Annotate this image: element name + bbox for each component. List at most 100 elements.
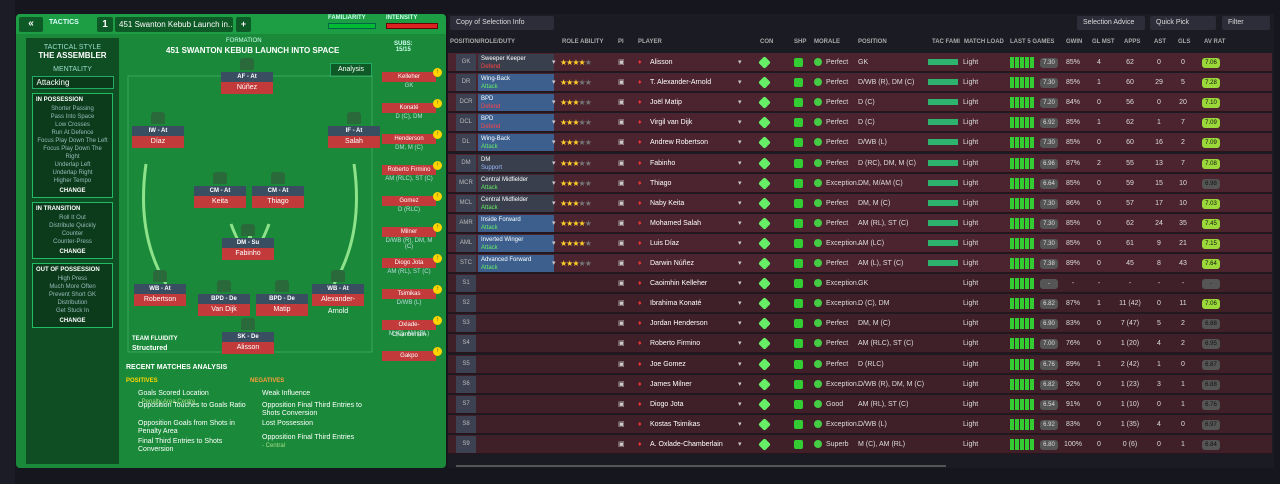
player-name[interactable]: T. Alexander-Arnold — [650, 79, 712, 87]
column-header[interactable]: GLS — [1178, 39, 1191, 45]
player-row[interactable]: STC Advanced Forward Attack ★★★★★ ▾ ▣ ♦ Darwin … — [448, 254, 1272, 273]
pitch-player-tile[interactable]: SK - De Alisson — [222, 332, 274, 356]
player-name[interactable]: A. Oxlade-Chamberlain — [650, 440, 723, 448]
player-role[interactable]: IW - At — [132, 126, 184, 136]
sub-name[interactable]: Oxlade-Chamberlain — [382, 320, 436, 338]
chevron-down-icon[interactable]: ▾ — [738, 139, 742, 147]
chevron-down-icon[interactable]: ▾ — [738, 119, 742, 127]
player-role[interactable]: CM - At — [194, 186, 246, 196]
chevron-down-icon[interactable]: ▾ — [738, 219, 742, 227]
player-instructions-icon[interactable]: ▣ — [618, 420, 625, 428]
sub-name[interactable]: Tsimikas — [382, 289, 436, 299]
player-name[interactable]: Caoimhin Kelleher — [650, 280, 708, 288]
chevron-down-icon[interactable]: ▾ — [552, 79, 556, 87]
formation-name[interactable]: 451 SWANTON KEBUB LAUNCH INTO SPACE — [166, 46, 340, 55]
player-instructions-icon[interactable]: ▣ — [618, 400, 625, 408]
chevron-down-icon[interactable]: ▾ — [738, 159, 742, 167]
collapse-button[interactable]: « — [19, 17, 43, 32]
player-row[interactable]: AML Inverted Winger Attack ★★★★★ ▾ ▣ ♦ Luis Día… — [448, 233, 1272, 253]
position-slot[interactable]: S1 — [456, 275, 476, 293]
player-row[interactable]: MCR Central Midfielder Attack ★★★★★ ▾ ▣ ♦ Thiag… — [448, 173, 1272, 193]
role-duty[interactable]: Inverted Winger Attack — [478, 234, 554, 252]
pitch-player-tile[interactable]: WB - At Alexander-Arnold — [312, 284, 364, 315]
position-slot[interactable]: S9 — [456, 435, 476, 453]
player-name[interactable]: James Milner — [650, 380, 692, 388]
player-name[interactable]: Diogo Jota — [650, 400, 684, 408]
column-header[interactable]: LAST 5 GAMES — [1010, 39, 1055, 45]
player-instructions-icon[interactable]: ▣ — [618, 119, 625, 127]
player-row[interactable]: DL Wing-Back Attack ★★★★★ ▾ ▣ ♦ Andrew Robertso… — [448, 133, 1272, 153]
position-slot[interactable]: S3 — [456, 315, 476, 333]
player-name[interactable]: Joël Matip — [650, 99, 682, 107]
sub-arrow-icon[interactable]: ↑ — [433, 161, 442, 170]
role-duty[interactable] — [478, 436, 554, 453]
sub-arrow-icon[interactable]: ↑ — [433, 316, 442, 325]
filter-button[interactable]: Filter — [1222, 16, 1270, 30]
role-duty[interactable] — [478, 416, 554, 433]
sub-player[interactable]: Henderson DM, M (C) ↑ — [382, 130, 442, 154]
player-name[interactable]: Fabinho — [650, 159, 676, 167]
role-duty[interactable]: Advanced Forward Attack — [478, 255, 554, 272]
role-duty[interactable] — [478, 335, 554, 352]
player-instructions-icon[interactable]: ▣ — [618, 360, 625, 368]
chevron-down-icon[interactable]: ▾ — [738, 340, 742, 348]
player-role[interactable]: WB - At — [312, 284, 364, 294]
player-row[interactable]: S7 ▣ ♦ Diogo Jota ▾ Good AM (RL), ST (C) Light 6… — [448, 394, 1272, 414]
player-row[interactable]: MCL Central Midfielder Attack ★★★★★ ▾ ▣ ♦ Naby … — [448, 193, 1272, 213]
sub-arrow-icon[interactable]: ↑ — [433, 99, 442, 108]
player-name[interactable]: Roberto Firmino — [650, 340, 701, 348]
player-name[interactable]: Matip — [256, 304, 308, 316]
chevron-down-icon[interactable]: ▾ — [552, 139, 556, 147]
player-role[interactable]: BPD - De — [198, 294, 250, 304]
role-duty[interactable]: DM Support — [478, 154, 554, 172]
role-duty[interactable] — [478, 295, 554, 312]
chevron-down-icon[interactable]: ▾ — [738, 179, 742, 187]
role-duty[interactable]: Inside Forward Attack — [478, 214, 554, 232]
chevron-down-icon[interactable]: ▾ — [738, 320, 742, 328]
pitch-player-tile[interactable]: WB - At Robertson — [134, 284, 186, 308]
analysis-title[interactable]: RECENT MATCHES ANALYSIS — [126, 364, 228, 371]
chevron-down-icon[interactable]: ▾ — [552, 59, 556, 66]
chevron-down-icon[interactable]: ▾ — [738, 260, 742, 267]
player-instructions-icon[interactable]: ▣ — [618, 320, 625, 328]
column-header[interactable]: GWIN — [1066, 39, 1083, 45]
position-slot[interactable]: DR — [456, 74, 476, 92]
player-name[interactable]: Robertson — [134, 294, 186, 306]
player-instructions-icon[interactable]: ▣ — [618, 380, 625, 388]
player-row[interactable]: S2 ▣ ♦ Ibrahima Konaté ▾ Exception... D (C), D… — [448, 294, 1272, 314]
role-duty[interactable] — [478, 376, 554, 393]
player-name[interactable]: Andrew Robertson — [650, 139, 708, 147]
position-slot[interactable]: S6 — [456, 375, 476, 393]
chevron-down-icon[interactable]: ▾ — [738, 99, 742, 107]
player-row[interactable]: S4 ▣ ♦ Roberto Firmino ▾ Perfect AM (RLC), ST … — [448, 334, 1272, 354]
change-in-transition-button[interactable]: CHANGE — [59, 249, 86, 255]
player-name[interactable]: Virgil van Dijk — [650, 119, 693, 127]
sub-arrow-icon[interactable]: ↑ — [433, 68, 442, 77]
chevron-down-icon[interactable]: ▾ — [552, 199, 556, 207]
sub-player[interactable]: Tsimikas D/WB (L) ↑ — [382, 285, 442, 309]
sub-name[interactable]: Diogo Jota — [382, 258, 436, 268]
player-row[interactable]: GK Sweeper Keeper Defend ★★★★★ ▾ ▣ ♦ Alisson ▾ Pe… — [448, 53, 1272, 72]
column-header[interactable]: AST — [1154, 39, 1166, 45]
player-instructions-icon[interactable]: ▣ — [618, 440, 625, 448]
position-slot[interactable]: S4 — [456, 335, 476, 353]
analysis-button[interactable]: Analysis — [330, 63, 372, 77]
position-slot[interactable]: S2 — [456, 295, 476, 313]
sub-arrow-icon[interactable]: ↑ — [433, 192, 442, 201]
sub-player[interactable]: Gomez D (RLC) ↑ — [382, 192, 442, 216]
player-row[interactable]: DCL BPD Defend ★★★★★ ▾ ▣ ♦ Virgil van Dijk ▾ Perf… — [448, 113, 1272, 133]
role-duty[interactable]: Central Midfielder Attack — [478, 194, 554, 212]
sub-arrow-icon[interactable]: ↑ — [433, 254, 442, 263]
player-name[interactable]: Ibrahima Konaté — [650, 300, 702, 308]
player-name[interactable]: Díaz — [132, 136, 184, 148]
mentality-dropdown[interactable]: Attacking — [31, 76, 114, 89]
column-header[interactable]: CON — [760, 39, 774, 45]
chevron-down-icon[interactable]: ▾ — [738, 59, 742, 66]
player-role[interactable]: CM - At — [252, 186, 304, 196]
sub-player[interactable]: Konaté D (C), DM ↑ — [382, 99, 442, 123]
column-header[interactable]: SHP — [794, 39, 807, 45]
role-duty[interactable]: Sweeper Keeper Defend — [478, 54, 554, 71]
role-duty[interactable]: Wing-Back Attack — [478, 74, 554, 92]
sub-name[interactable]: Konaté — [382, 103, 436, 113]
sub-name[interactable]: Milner — [382, 227, 436, 237]
